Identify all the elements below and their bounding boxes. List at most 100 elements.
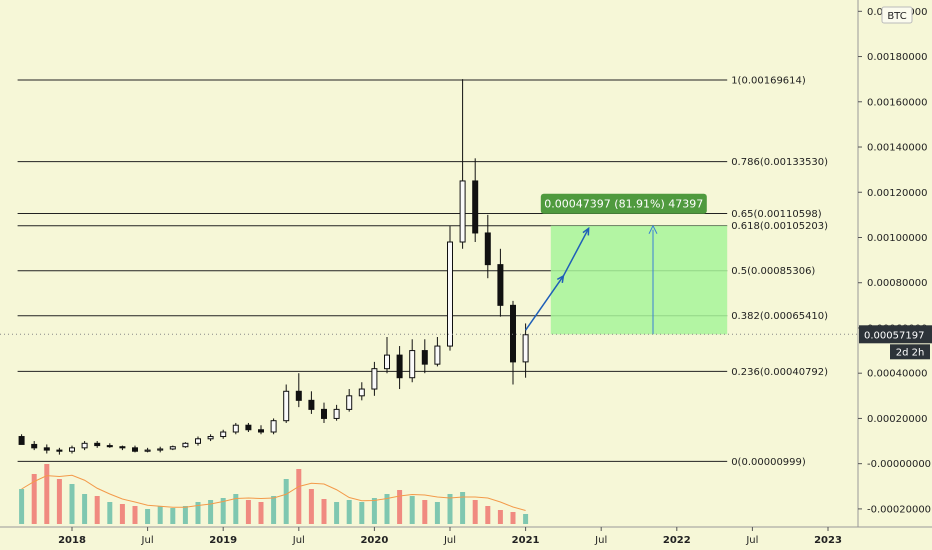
candle-body [358, 388, 365, 397]
candle-body [396, 354, 403, 379]
fib-label: 0.236(0.00040792) [731, 367, 828, 378]
candle-body [510, 304, 516, 363]
timeframe-badge [890, 344, 930, 360]
volume-bar [195, 502, 201, 524]
y-tick-label: 0.00080000 [867, 278, 927, 289]
x-tick-label: Jul [594, 535, 607, 546]
candle-body [106, 445, 113, 448]
candle-body [321, 408, 327, 419]
volume-bar [321, 499, 327, 524]
candle-body [31, 443, 38, 449]
volume-bar [409, 496, 415, 524]
candle-body [270, 420, 277, 433]
fib-levels: 1(0.00169614) 0.786(0.00133530) 0.65(0.001… [17, 76, 828, 468]
candle-body [421, 350, 428, 365]
volume-bar [271, 496, 277, 524]
target-arrowhead [648, 224, 658, 234]
volume-bars [19, 464, 529, 524]
fib-label: 1(0.00169614) [731, 76, 806, 87]
candle-body [371, 368, 378, 390]
volume-bar [220, 498, 226, 524]
volume-bar [182, 506, 188, 524]
x-tick-label: Jul [745, 535, 758, 546]
candle-body [232, 424, 239, 433]
target-label-bg [540, 193, 707, 214]
candle-body [132, 447, 138, 452]
volume-bar [208, 500, 214, 524]
candle-body [207, 436, 214, 440]
candle-body [18, 436, 25, 445]
volume-bar [132, 506, 138, 524]
candle-body [346, 395, 353, 410]
candle-body [245, 424, 252, 431]
volume-bar [245, 500, 251, 524]
volume-bar [44, 464, 50, 524]
volume-bar [346, 500, 352, 524]
volume-bar [107, 502, 113, 524]
fib-label: 0.65(0.00110598) [731, 209, 822, 220]
candle-body [522, 334, 529, 363]
y-tick-label: -0.00000000 [867, 459, 931, 470]
candle-body [384, 354, 390, 370]
y-tick-label: 0.00120000 [867, 188, 927, 199]
projection-segment [524, 275, 565, 331]
candle-body [472, 180, 479, 234]
x-tick-label: 2019 [209, 535, 237, 546]
fib-label: 0(0.00000999) [731, 457, 806, 468]
projection-segment [562, 228, 590, 277]
volume-bar [434, 502, 440, 524]
projection-arrowhead [556, 274, 565, 283]
volume-bar [56, 479, 62, 524]
candle-body [81, 442, 88, 449]
candle-body [43, 447, 50, 451]
x-tick-label: 2023 [814, 535, 842, 546]
volume-bar [397, 490, 403, 524]
unit-badge[interactable] [881, 6, 913, 24]
candle-body [283, 390, 290, 422]
volume-bar [371, 498, 377, 524]
fib-label: 0.786(0.00133530) [731, 157, 828, 168]
candle-body [169, 446, 176, 450]
volume-bar [359, 502, 365, 524]
volume-bar [69, 484, 75, 524]
candle-body [69, 447, 75, 452]
volume-bar [145, 509, 151, 524]
volume-bar [119, 504, 125, 524]
volume-bar [523, 514, 529, 524]
volume-bar [510, 512, 516, 524]
candle-body [484, 232, 491, 266]
y-tick-label: 0.00040000 [867, 369, 927, 380]
y-tick-label: 0.00180000 [867, 52, 927, 63]
projection-arrowhead [582, 226, 590, 236]
y-tick-label: 0.00020000 [867, 414, 927, 425]
volume-bar [308, 489, 314, 524]
candle-body [182, 442, 189, 448]
volume-bar [460, 492, 466, 524]
volume-bar [82, 494, 88, 524]
candle-body [409, 350, 416, 379]
candle-body [434, 345, 441, 365]
volume-bar [157, 506, 163, 524]
candle-body [447, 241, 453, 347]
fib-label: 0.382(0.00065410) [731, 311, 828, 322]
candle-body [295, 390, 302, 401]
candle-body [56, 449, 63, 452]
candle-body [220, 431, 227, 438]
volume-bar [384, 494, 390, 524]
y-tick-label: -0.00020000 [867, 504, 931, 515]
volume-bar [283, 479, 289, 524]
candle-body [333, 408, 340, 419]
volume-bar [422, 500, 428, 524]
candle-body [119, 446, 126, 449]
candle-body [144, 449, 151, 452]
candle-body [195, 438, 201, 444]
volume-ma-line [21, 474, 526, 511]
target-zone: 0.00047397 (81.91%) 47397 [540, 193, 728, 335]
volume-bar [472, 500, 478, 524]
volume-bar [31, 474, 37, 524]
chart-labels: BTC 0.00057197 2d 2h [859, 6, 932, 360]
x-tick-label: 2022 [663, 535, 691, 546]
